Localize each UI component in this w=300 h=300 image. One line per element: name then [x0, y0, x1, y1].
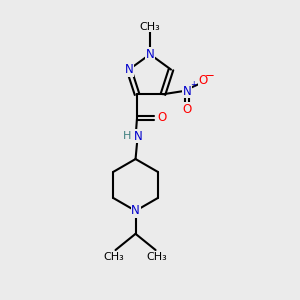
- Text: O: O: [199, 74, 208, 87]
- Text: N: N: [131, 204, 140, 218]
- Text: +: +: [190, 80, 197, 89]
- Text: O: O: [182, 103, 192, 116]
- Text: CH₃: CH₃: [147, 252, 167, 262]
- Text: N: N: [134, 130, 143, 143]
- Text: −: −: [205, 70, 215, 83]
- Text: H: H: [123, 131, 131, 141]
- Text: N: N: [124, 63, 134, 76]
- Text: N: N: [146, 48, 154, 61]
- Text: O: O: [158, 111, 167, 124]
- Text: CH₃: CH₃: [104, 252, 124, 262]
- Text: N: N: [183, 85, 191, 98]
- Text: CH₃: CH₃: [140, 22, 160, 32]
